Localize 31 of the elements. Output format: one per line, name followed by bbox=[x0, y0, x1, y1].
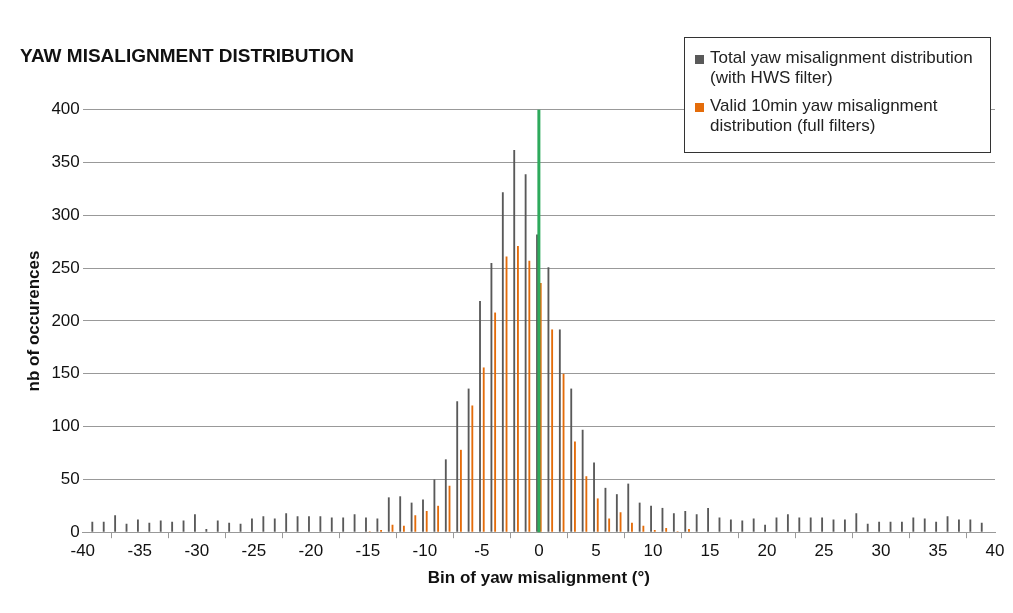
x-tick-label: 40 bbox=[985, 541, 1005, 561]
x-tick-label: -35 bbox=[127, 541, 153, 561]
x-tick-label: 25 bbox=[814, 541, 834, 561]
y-tick-label: 150 bbox=[51, 363, 80, 383]
x-tick-label: -10 bbox=[412, 541, 438, 561]
x-tick-label: -30 bbox=[184, 541, 210, 561]
y-tick-label: 350 bbox=[51, 152, 80, 172]
y-tick-label: 400 bbox=[51, 99, 80, 119]
x-tick-label: -15 bbox=[355, 541, 381, 561]
x-tick-label: -5 bbox=[474, 541, 490, 561]
x-tick-label: 20 bbox=[757, 541, 777, 561]
x-tick-label: -40 bbox=[70, 541, 96, 561]
y-tick-label: 100 bbox=[51, 416, 80, 436]
x-tick-label: 0 bbox=[534, 541, 544, 561]
x-axis-title: Bin of yaw misalignment (°) bbox=[427, 568, 650, 588]
x-tick-label: -20 bbox=[298, 541, 324, 561]
y-axis-title: nb of occurences bbox=[23, 250, 43, 392]
x-tick-label: 35 bbox=[928, 541, 948, 561]
x-tick-label: 15 bbox=[700, 541, 720, 561]
chart-title: YAW MISALIGNMENT DISTRIBUTION bbox=[20, 44, 354, 66]
x-tick-label: 5 bbox=[591, 541, 601, 561]
y-tick-label: 50 bbox=[60, 469, 80, 489]
y-tick-label: 0 bbox=[70, 521, 80, 541]
x-tick-label: 10 bbox=[643, 541, 663, 561]
y-tick-label: 250 bbox=[51, 257, 80, 277]
legend-label: Total yaw misalignment distribution (with HWS filter) bbox=[710, 48, 974, 88]
y-tick-label: 300 bbox=[51, 205, 80, 225]
y-tick-label: 200 bbox=[51, 310, 80, 330]
x-tick-label: 30 bbox=[871, 541, 891, 561]
x-tick-label: -25 bbox=[241, 541, 267, 561]
legend-label: Valid 10min yaw misalignment distribution (full filters) bbox=[710, 96, 939, 136]
